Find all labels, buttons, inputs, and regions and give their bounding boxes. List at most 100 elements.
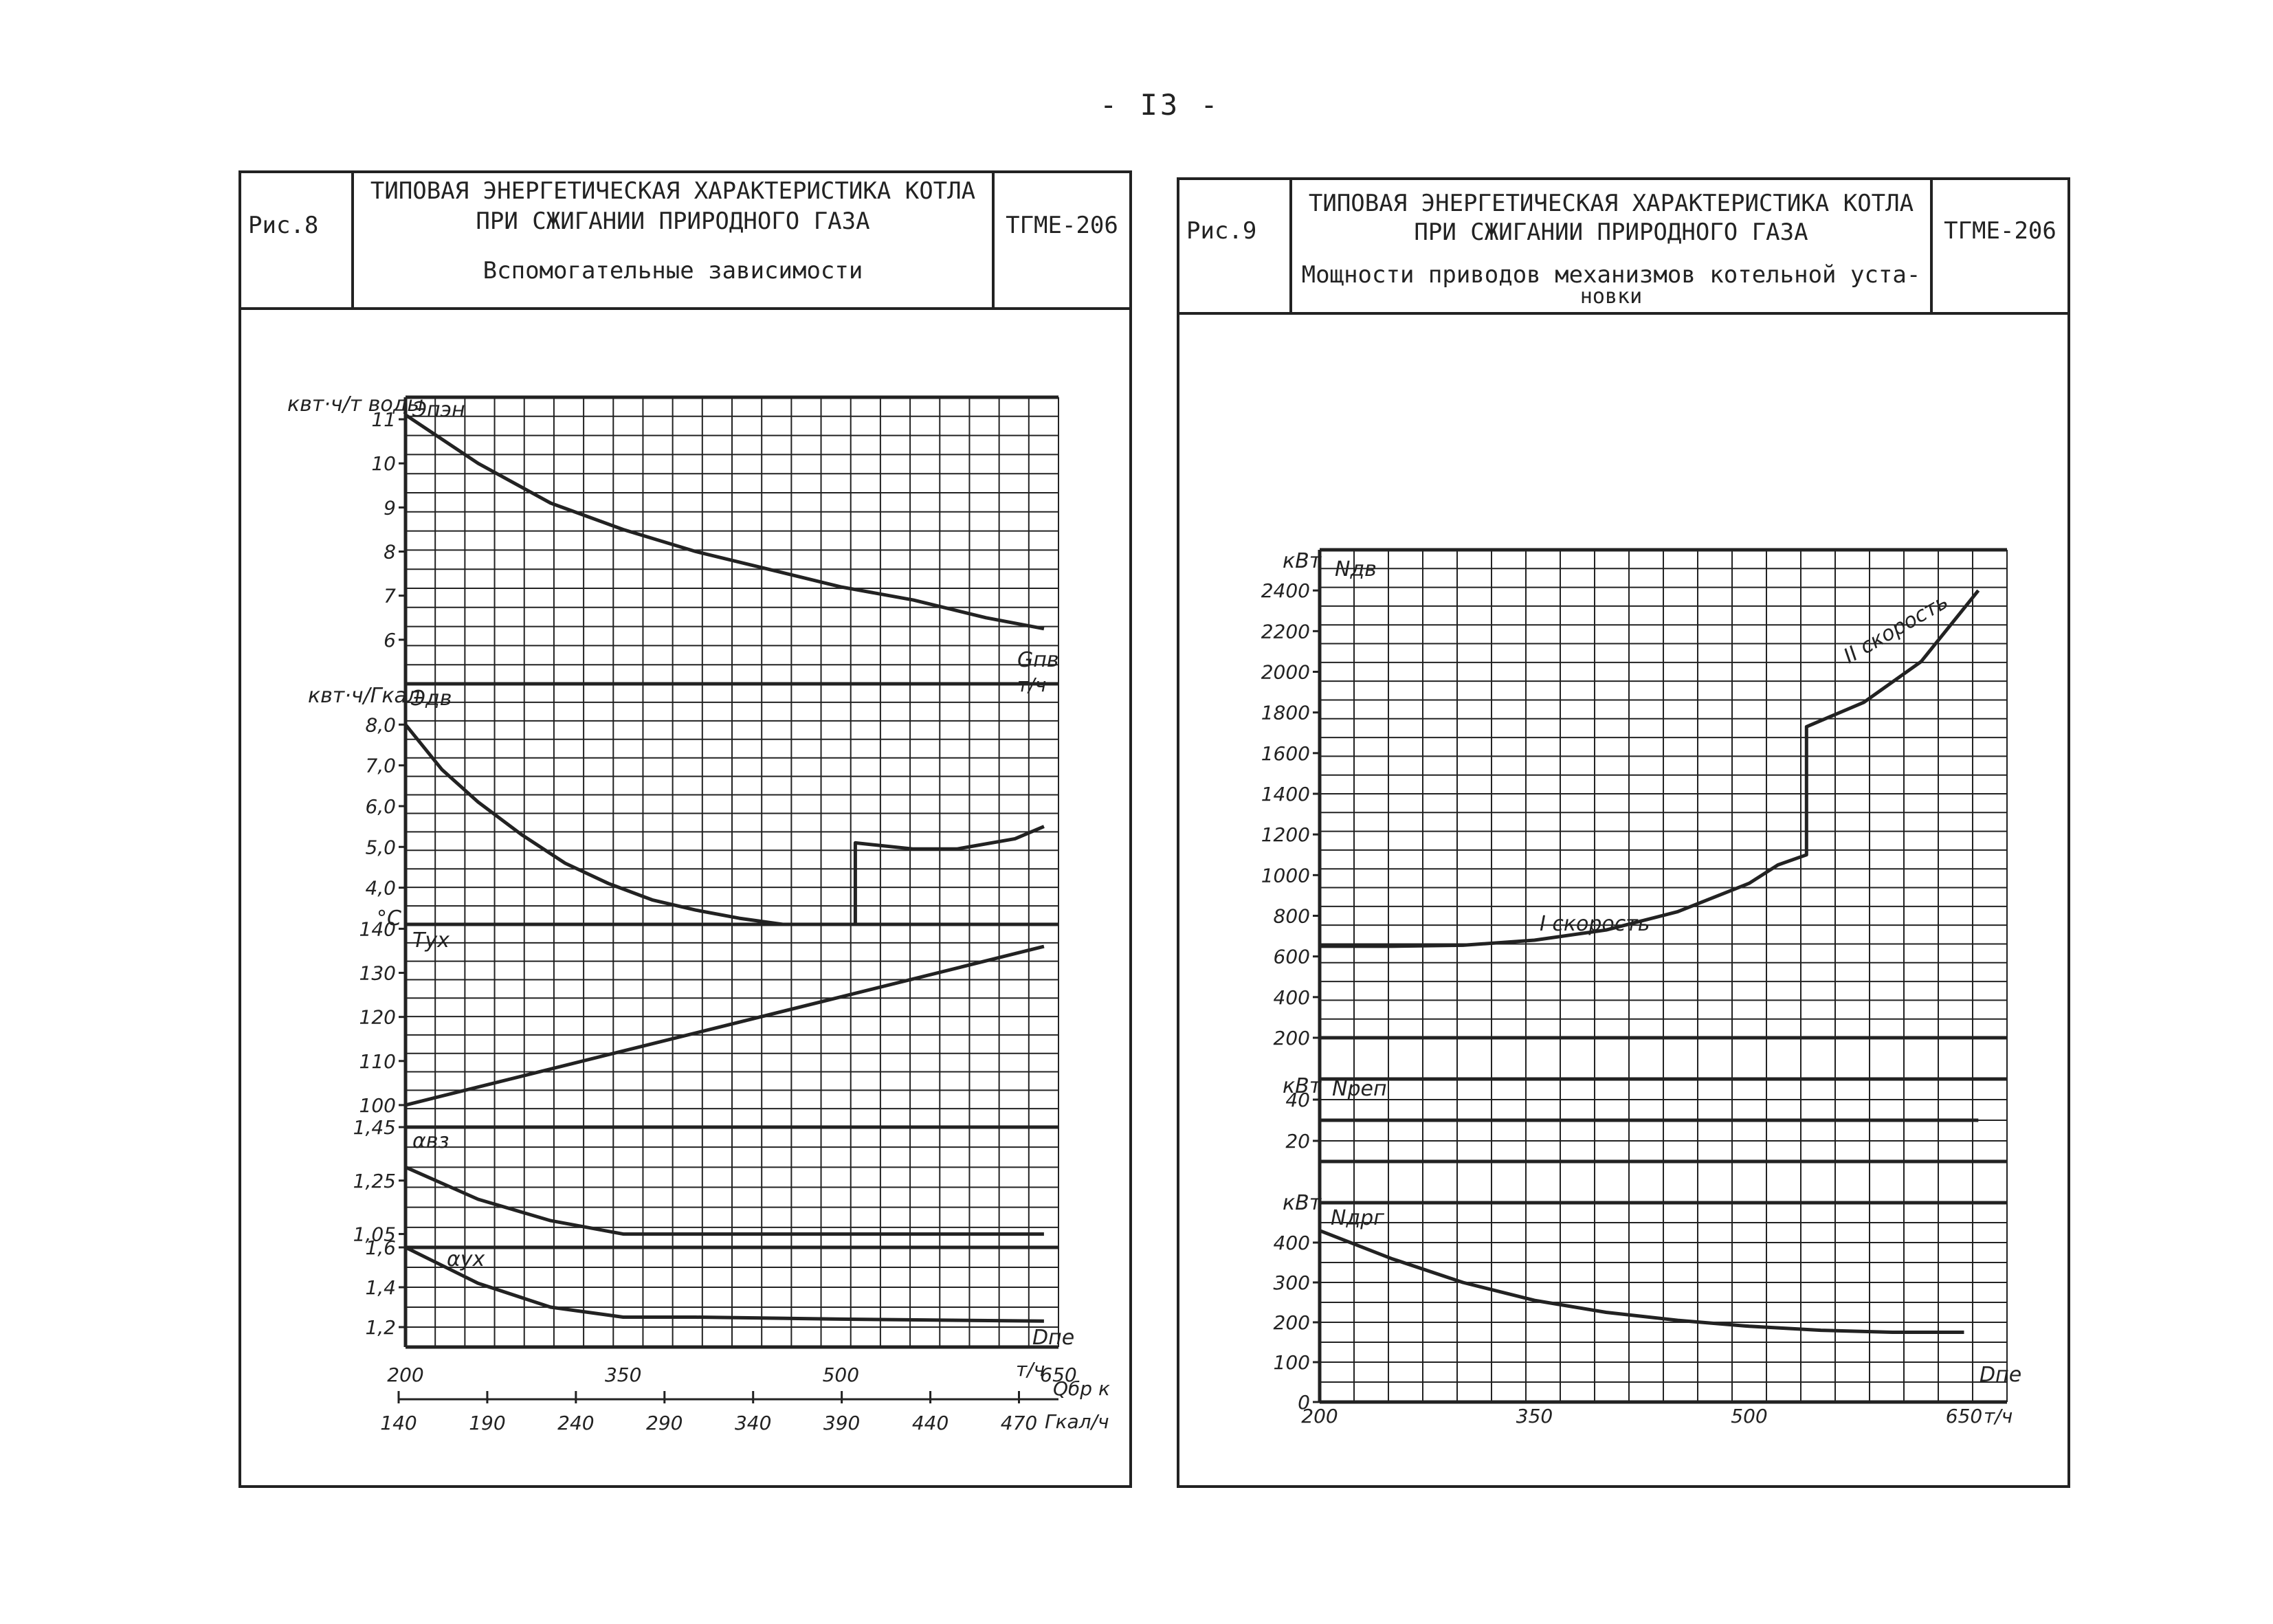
right-ytick-label: 20	[1285, 1130, 1310, 1153]
header-title-line2: ПРИ СЖИГАНИИ ПРИРОДНОГО ГАЗА	[1414, 219, 1808, 246]
right-ytick-label: 2400	[1261, 579, 1310, 602]
ylabel-ndrg-unit: кВт	[1283, 1191, 1322, 1215]
left-series-line	[404, 1245, 1044, 1323]
grid-left	[403, 395, 1059, 1349]
label-tux: Tух	[412, 928, 450, 953]
right-xtick-label: 200	[1301, 1405, 1338, 1427]
right-ytick-label: 200	[1274, 1027, 1310, 1049]
right-ytick-label: 1400	[1261, 783, 1310, 805]
left-xtick-label: 650	[1040, 1364, 1076, 1386]
ylabel-epen-unit: квт·ч/т воды	[287, 392, 423, 416]
left-ytick-label: 11	[371, 408, 396, 431]
model-label: ТГМЕ-206	[1006, 212, 1118, 239]
left-ytick-label: 1,05	[353, 1223, 396, 1246]
left-ytick-label: 5,0	[365, 836, 396, 858]
label-gpv: Gпв	[1017, 648, 1059, 672]
ylabel-ndv-unit: кВт	[1283, 549, 1322, 573]
left-ytick-label: 7,0	[365, 755, 396, 777]
label-epen: Эпэн	[412, 398, 465, 422]
right-ytick-label: 800	[1274, 905, 1310, 928]
right-xtick-label: 500	[1731, 1405, 1767, 1427]
left-ytick-label: 10	[371, 452, 396, 475]
x2-tick-label: 140	[380, 1412, 417, 1434]
x2-tick-label: 240	[557, 1412, 594, 1434]
right-ytick-label: 200	[1274, 1311, 1310, 1334]
right-ytick-label: 400	[1274, 986, 1310, 1009]
right-ytick-label: 300	[1274, 1271, 1310, 1294]
left-ytick-label: 8	[384, 541, 396, 564]
right-ytick-label: 1800	[1261, 702, 1310, 724]
x2-tick-label: 440	[912, 1412, 949, 1434]
left-ytick-label: 100	[359, 1094, 396, 1117]
figure-9-panel: Рис.9 ТИПОВАЯ ЭНЕРГЕТИЧЕСКАЯ ХАРАКТЕРИСТ…	[1177, 177, 2070, 1488]
left-ytick-label: 6,0	[365, 795, 396, 818]
left-ytick-label: 1,2	[365, 1316, 396, 1339]
x2-label-qbr: Qбр к	[1053, 1377, 1110, 1400]
x-unit-left: т/ч	[1016, 1358, 1045, 1381]
left-ytick-label: 120	[359, 1006, 396, 1029]
left-ytick-label: 110	[359, 1050, 396, 1073]
x-unit-right: т/ч	[1984, 1405, 2013, 1427]
right-ytick-label: 40	[1285, 1089, 1310, 1111]
right-xtick-label: 350	[1516, 1405, 1553, 1427]
label-edv: Эдв	[410, 687, 452, 711]
left-ytick-label: 9	[384, 496, 396, 519]
x2-tick-label: 190	[469, 1412, 505, 1434]
left-series-line	[404, 413, 1045, 631]
header-subtitle: Мощности приводов механизмов котельной у…	[1301, 261, 1921, 289]
ylabel-edv-unit: квт·ч/Гкал	[308, 684, 420, 708]
left-ytick-label: 1,45	[353, 1116, 396, 1139]
label-ndv: Nдв	[1335, 557, 1377, 581]
left-ytick-label: 7	[384, 585, 396, 608]
header-title: ТИПОВАЯ ЭНЕРГЕТИЧЕСКАЯ ХАРАКТЕРИСТИКА КО…	[370, 177, 976, 205]
figure-8-panel: Рис.8 ТИПОВАЯ ЭНЕРГЕТИЧЕСКАЯ ХАРАКТЕРИСТ…	[239, 170, 1132, 1488]
right-ytick-label: 2000	[1261, 661, 1310, 684]
label-gpv-unit: т/ч	[1017, 674, 1046, 696]
left-ytick-label: 140	[359, 917, 396, 940]
x2-tick-label: 340	[735, 1412, 771, 1434]
left-ytick-label: 8,0	[365, 713, 396, 736]
right-series-line	[1319, 1229, 1964, 1334]
left-ytick-label: 130	[359, 962, 396, 985]
annot-speed-1: I скорость	[1540, 912, 1650, 936]
left-ytick-label: 6	[384, 629, 396, 652]
x-label-dpe-left: Dпе	[1032, 1326, 1074, 1350]
header-subtitle: Вспомогательные зависимости	[483, 257, 863, 285]
annot-speed-2: II скорость	[1840, 590, 1953, 669]
label-alpha-ux: αух	[447, 1247, 485, 1271]
ylabel-tux-unit: °C	[377, 906, 401, 931]
right-ytick-label: 2200	[1261, 620, 1310, 643]
x2-unit: Гкал/ч	[1045, 1410, 1109, 1433]
right-ytick-label: 0	[1298, 1391, 1310, 1414]
left-ytick-label: 1,4	[365, 1276, 396, 1299]
page-number: - I3 -	[1100, 88, 1221, 122]
label-alpha-vz: αвз	[412, 1129, 449, 1153]
right-ytick-label: 1200	[1261, 823, 1310, 846]
grid-right	[1318, 548, 2008, 1404]
right-ytick-label: 1600	[1261, 742, 1310, 765]
left-ytick-label: 1,6	[365, 1236, 396, 1259]
figure-label: Рис.8	[248, 212, 319, 239]
header-title-line2: ПРИ СЖИГАНИИ ПРИРОДНОГО ГАЗА	[476, 208, 870, 235]
model-label: ТГМЕ-206	[1944, 217, 2056, 245]
right-ytick-label: 400	[1274, 1232, 1310, 1254]
header-subtitle-line2: новки	[1579, 285, 1643, 309]
label-ndrg: Nдрг	[1331, 1206, 1384, 1230]
left-xtick-label: 350	[605, 1364, 641, 1386]
x-label-dpe-right: Dпе	[1980, 1363, 2021, 1387]
left-ytick-label: 4,0	[365, 877, 396, 900]
x2-tick-label: 470	[1001, 1412, 1037, 1434]
header-title: ТИПОВАЯ ЭНЕРГЕТИЧЕСКАЯ ХАРАКТЕРИСТИКА КО…	[1308, 190, 1914, 217]
right-xtick-label: 650	[1946, 1405, 1982, 1427]
right-ytick-label: 100	[1274, 1351, 1310, 1374]
left-series-line	[404, 1166, 1044, 1236]
left-series-line	[404, 723, 1045, 926]
right-ytick-label: 600	[1274, 946, 1310, 968]
figure-label: Рис.9	[1186, 217, 1257, 245]
x2-tick-label: 290	[646, 1412, 683, 1434]
left-xtick-label: 500	[823, 1364, 859, 1386]
label-nrep: Nреп	[1332, 1077, 1387, 1101]
right-ytick-label: 1000	[1261, 864, 1310, 887]
ylabel-nrep-unit: кВт	[1283, 1074, 1322, 1098]
